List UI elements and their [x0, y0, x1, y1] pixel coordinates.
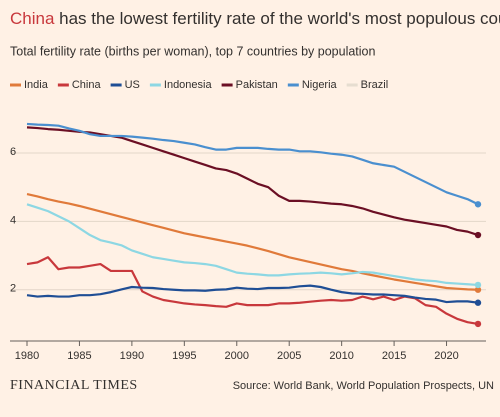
legend-label: Brazil — [361, 79, 389, 91]
chart-title: China has the lowest fertility rate of t… — [10, 9, 500, 28]
series-line — [26, 126, 479, 237]
source: Source: World Bank, World Population Pro… — [233, 380, 494, 392]
brand: FINANCIAL TIMES — [10, 378, 138, 393]
end-dot — [474, 286, 482, 293]
x-tick-label: 2005 — [277, 350, 301, 362]
x-tick-label: 2015 — [382, 350, 406, 362]
legend-label: Nigeria — [302, 79, 338, 91]
end-dot — [474, 231, 482, 239]
x-tick-label: 2010 — [329, 350, 353, 362]
title-highlight: China — [10, 9, 55, 28]
series-line — [26, 284, 479, 304]
series-line — [26, 192, 479, 291]
end-dot — [474, 201, 482, 208]
series-line — [26, 256, 479, 325]
y-tick-label: 2 — [10, 283, 16, 295]
title-rest: has the lowest fertility rate of the wor… — [54, 9, 500, 28]
x-tick-label: 1980 — [15, 350, 39, 362]
x-tick-label: 1995 — [172, 350, 196, 362]
series-line — [26, 203, 479, 287]
end-dot — [474, 320, 482, 328]
end-dot — [474, 281, 482, 289]
legend-label: China — [72, 79, 102, 91]
x-tick-label: 2000 — [225, 350, 249, 362]
x-tick-label: 1990 — [120, 350, 144, 362]
series-line — [26, 122, 479, 206]
y-tick-label: 6 — [10, 146, 16, 158]
end-dot — [474, 299, 482, 306]
x-tick-label: 1985 — [67, 350, 91, 362]
y-tick-label: 4 — [10, 214, 16, 226]
legend-label: Pakistan — [236, 79, 278, 91]
x-tick-label: 2020 — [434, 350, 458, 362]
subtitle: Total fertility rate (births per woman),… — [10, 44, 376, 58]
legend-label: US — [125, 79, 140, 91]
legend-label: India — [24, 79, 49, 91]
legend-label: Indonesia — [164, 79, 213, 91]
